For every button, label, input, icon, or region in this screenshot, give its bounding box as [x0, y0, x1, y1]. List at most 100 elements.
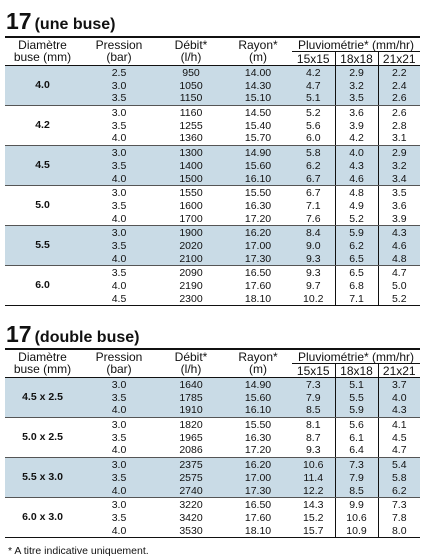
flow-values: 1300 1400 1500	[158, 145, 224, 187]
radius-header-line1: Rayon*	[238, 38, 278, 52]
nozzle-group-row: 4.5 x 2.5 3.0 3.5 4.0 1640 1785 1910 14.90 15.60…	[5, 377, 420, 419]
cell-value: 3.0	[111, 147, 127, 160]
nozzle-group-row: 6.0 x 3.0 3.0 3.5 4.0 3220 3420 3530 16.50 17.60…	[5, 497, 420, 539]
pluvio-15x15-values: 6.7 7.1 7.6	[292, 185, 335, 227]
spacing-header-18x18: 18x18	[334, 363, 378, 378]
pluvio-15x15-values: 8.1 8.7 9.3	[292, 417, 335, 459]
radius-header-line2: (m)	[249, 50, 267, 64]
cell-value: 5.2	[349, 212, 364, 225]
cell-value: 6.4	[349, 444, 364, 457]
cell-value: 2740	[179, 484, 203, 497]
radius-values: 16.50 17.60 18.10	[224, 497, 292, 539]
cell-value: 5.8	[391, 471, 407, 484]
cell-value: 3530	[179, 524, 203, 537]
pluviometry-header: Pluviométrie* (mm/hr)	[292, 36, 420, 52]
pressure-values: 3.0 3.5 4.0	[80, 185, 158, 227]
cell-value: 16.10	[244, 172, 272, 185]
cell-value: 9.9	[349, 499, 364, 512]
cell-value: 16.50	[244, 267, 272, 280]
flow-values: 1160 1255 1360	[158, 105, 224, 147]
single-nozzle-table: Diamètre buse (mm) Pression (bar) Débit* (l/h…	[5, 36, 420, 307]
cell-value: 18.10	[244, 292, 272, 305]
flow-header: Débit* (l/h)	[158, 348, 224, 378]
spacing-header-18x18: 18x18	[334, 51, 378, 66]
cell-value: 15.60	[244, 159, 272, 172]
pluvio-15x15-values: 14.3 15.2 15.7	[292, 497, 335, 539]
spacing-header-15x15: 15x15	[292, 51, 335, 66]
radius-values: 16.50 17.60 18.10	[224, 265, 292, 307]
cell-value: 4.7	[391, 267, 407, 280]
cell-value: 3.5	[111, 267, 127, 280]
cell-value: 2090	[179, 267, 203, 280]
nozzle-size: 6.0	[5, 265, 80, 307]
cell-value: 3420	[179, 511, 203, 524]
pluviometry-header: Pluviométrie* (mm/hr)	[292, 348, 420, 364]
radius-header: Rayon* (m)	[224, 348, 292, 378]
cell-value: 15.70	[244, 132, 272, 145]
section-subtitle: (double buse)	[34, 329, 140, 346]
cell-value: 4.0	[111, 524, 127, 537]
nozzle-size: 5.0	[5, 185, 80, 227]
flow-values: 950 1050 1150	[158, 65, 224, 107]
cell-value: 4.7	[391, 444, 407, 457]
cell-value: 14.3	[303, 499, 324, 512]
cell-value: 3.7	[391, 379, 407, 391]
flow-values: 1550 1600 1700	[158, 185, 224, 227]
cell-value: 14.90	[244, 379, 272, 391]
radius-values: 15.50 16.30 17.20	[224, 417, 292, 459]
cell-value: 8.1	[305, 419, 321, 432]
pluvio-15x15-values: 4.2 4.7 5.1	[292, 65, 335, 107]
cell-value: 5.5	[349, 391, 364, 404]
cell-value: 5.6	[349, 419, 364, 432]
cell-value: 17.60	[244, 280, 272, 292]
cell-value: 3220	[179, 499, 203, 512]
cell-value: 16.30	[244, 431, 272, 444]
cell-value: 3.5	[111, 471, 127, 484]
cell-value: 4.1	[391, 419, 407, 432]
cell-value: 10.6	[346, 511, 367, 524]
cell-value: 4.0	[111, 484, 127, 497]
flow-values: 3220 3420 3530	[158, 497, 224, 539]
pressure-values: 2.5 3.0 3.5	[80, 65, 158, 107]
cell-value: 6.0	[305, 132, 321, 145]
nozzle-size: 6.0 x 3.0	[5, 497, 80, 539]
cell-value: 3.0	[111, 79, 127, 92]
nozzle-size: 4.5	[5, 145, 80, 187]
cell-value: 2086	[179, 444, 203, 457]
cell-value: 4.5	[391, 431, 407, 444]
pluvio-21x21-values: 2.9 3.2 3.4	[377, 145, 420, 187]
flow-header-line1: Débit*	[174, 350, 208, 364]
cell-value: 15.50	[244, 187, 272, 200]
cell-value: 3.6	[391, 199, 407, 212]
nozzle-group-row: 5.5 x 3.0 3.0 3.5 4.0 2375 2575 2740 16.20 17.00…	[5, 457, 420, 499]
cell-value: 4.6	[349, 172, 364, 185]
cell-value: 2575	[179, 471, 203, 484]
cell-value: 6.1	[349, 431, 364, 444]
pluvio-18x18-values: 5.9 6.2 6.5	[334, 225, 378, 267]
cell-value: 1500	[179, 172, 203, 185]
pluvio-21x21-values: 4.1 4.5 4.7	[377, 417, 420, 459]
double-nozzle-title: 17 (double buse)	[6, 321, 139, 347]
section-subtitle: (une buse)	[34, 16, 116, 33]
flow-values: 1820 1965 2086	[158, 417, 224, 459]
pluvio-15x15-values: 5.2 5.6 6.0	[292, 105, 335, 147]
cell-value: 8.5	[305, 404, 321, 417]
radius-values: 16.20 17.00 17.30	[224, 457, 292, 499]
cell-value: 6.7	[305, 172, 321, 185]
cell-value: 5.1	[305, 92, 321, 105]
pluvio-15x15-values: 5.8 6.2 6.7	[292, 145, 335, 187]
flow-header: Débit* (l/h)	[158, 36, 224, 66]
cell-value: 9.3	[305, 444, 321, 457]
cell-value: 1400	[179, 159, 203, 172]
spacing-header-21x21: 21x21	[377, 51, 420, 66]
cell-value: 1910	[179, 404, 203, 417]
cell-value: 3.2	[391, 159, 407, 172]
radius-values: 16.20 17.00 17.30	[224, 225, 292, 267]
cell-value: 2.9	[391, 147, 407, 160]
cell-value: 2.6	[391, 92, 407, 105]
cell-value: 2.5	[111, 67, 127, 79]
header-row: Diamètre buse (mm) Pression (bar) Débit* (l/h…	[5, 348, 420, 378]
cell-value: 1785	[179, 391, 203, 404]
flow-header-line2: (l/h)	[180, 362, 202, 376]
pluvio-18x18-values: 5.1 5.5 5.9	[334, 377, 378, 419]
